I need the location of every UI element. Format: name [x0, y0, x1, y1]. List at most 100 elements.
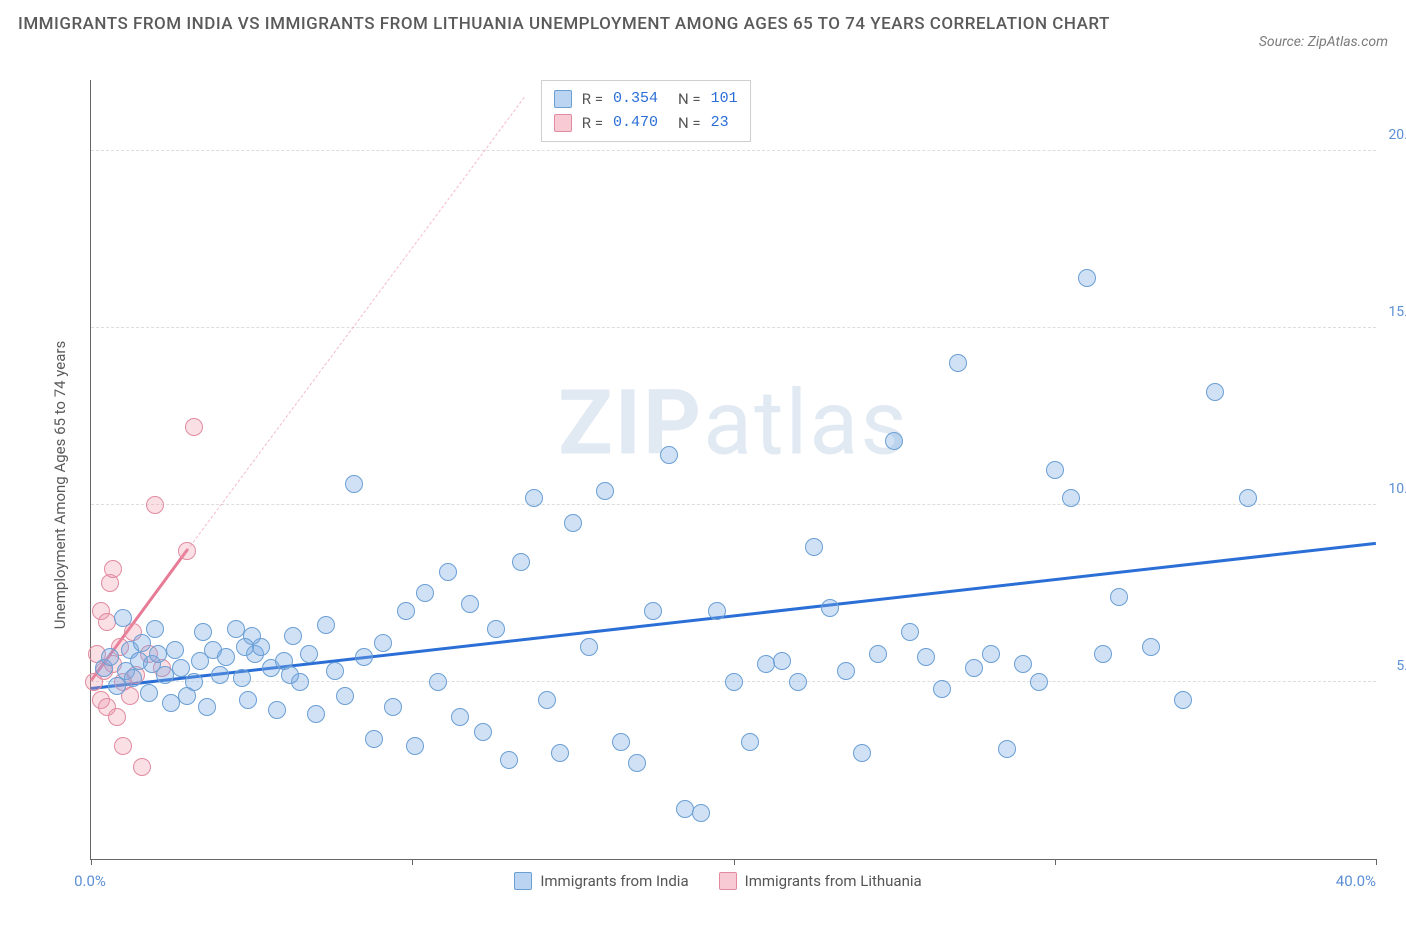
data-point: [439, 563, 457, 581]
data-point: [146, 496, 164, 514]
data-point: [355, 648, 373, 666]
watermark: ZIPatlas: [558, 370, 909, 475]
chart-area: Unemployment Among Ages 65 to 74 years Z…: [60, 80, 1376, 890]
data-point: [317, 616, 335, 634]
n-value: 23: [711, 111, 729, 135]
header: IMMIGRANTS FROM INDIA VS IMMIGRANTS FROM…: [18, 12, 1388, 50]
data-point: [461, 595, 479, 613]
legend-label: Immigrants from Lithuania: [745, 872, 922, 890]
data-point: [1239, 489, 1257, 507]
data-point: [345, 475, 363, 493]
data-point: [1110, 588, 1128, 606]
data-point: [692, 804, 710, 822]
data-point: [365, 730, 383, 748]
data-point: [233, 669, 251, 687]
y-tick-label: 5.0%: [1382, 658, 1406, 674]
data-point: [1030, 673, 1048, 691]
x-tick-mark: [1055, 859, 1056, 865]
data-point: [551, 744, 569, 762]
plot-region: ZIPatlas R =0.354N =101R =0.470N = 23 5.…: [90, 80, 1376, 860]
legend-label: Immigrants from India: [540, 872, 688, 890]
data-point: [374, 634, 392, 652]
data-point: [114, 609, 132, 627]
data-point: [580, 638, 598, 656]
source-label: Source: ZipAtlas.com: [1259, 34, 1388, 50]
data-point: [982, 645, 1000, 663]
data-point: [336, 687, 354, 705]
legend-swatch: [554, 90, 572, 108]
data-point: [397, 602, 415, 620]
data-point: [1078, 269, 1096, 287]
data-point: [596, 482, 614, 500]
data-point: [1094, 645, 1112, 663]
data-point: [500, 751, 518, 769]
r-label: R =: [582, 111, 603, 135]
data-point: [885, 432, 903, 450]
data-point: [741, 733, 759, 751]
data-point: [1206, 383, 1224, 401]
data-point: [789, 673, 807, 691]
data-point: [104, 560, 122, 578]
chart-title: IMMIGRANTS FROM INDIA VS IMMIGRANTS FROM…: [18, 12, 1110, 38]
data-point: [538, 691, 556, 709]
x-tick-mark: [734, 859, 735, 865]
series-legend: Immigrants from India Immigrants from Lit…: [60, 872, 1376, 890]
n-value: 101: [711, 87, 738, 111]
data-point: [628, 754, 646, 772]
x-tick-mark: [91, 859, 92, 865]
data-point: [217, 648, 235, 666]
data-point: [821, 599, 839, 617]
legend-swatch: [514, 872, 532, 890]
stats-legend: R = 0.354 N = 101R =0.470N = 23: [541, 80, 751, 142]
data-point: [512, 553, 530, 571]
data-point: [284, 627, 302, 645]
x-tick-mark: [412, 859, 413, 865]
data-point: [837, 662, 855, 680]
data-point: [525, 489, 543, 507]
data-point: [300, 645, 318, 663]
x-tick-mark: [1376, 859, 1377, 865]
data-point: [146, 620, 164, 638]
data-point: [239, 691, 257, 709]
data-point: [108, 708, 126, 726]
data-point: [949, 354, 967, 372]
y-axis-title: Unemployment Among Ages 65 to 74 years: [51, 341, 69, 629]
data-point: [965, 659, 983, 677]
watermark-bold: ZIP: [558, 370, 703, 475]
data-point: [676, 800, 694, 818]
data-point: [101, 648, 119, 666]
stats-legend-row: R =0.470N = 23: [554, 111, 738, 135]
data-point: [725, 673, 743, 691]
n-label: N =: [678, 87, 701, 111]
watermark-rest: atlas: [703, 370, 909, 475]
legend-item: Immigrants from India: [514, 872, 688, 890]
data-point: [933, 680, 951, 698]
data-point: [384, 698, 402, 716]
data-point: [416, 584, 434, 602]
r-label: R =: [582, 87, 603, 111]
data-point: [133, 634, 151, 652]
data-point: [901, 623, 919, 641]
data-point: [474, 723, 492, 741]
data-point: [773, 652, 791, 670]
data-point: [1046, 461, 1064, 479]
data-point: [185, 418, 203, 436]
data-point: [1174, 691, 1192, 709]
data-point: [178, 542, 196, 560]
data-point: [194, 623, 212, 641]
data-point: [198, 698, 216, 716]
gridline: [91, 327, 1376, 328]
y-tick-label: 15.0%: [1382, 304, 1406, 320]
gridline: [91, 504, 1376, 505]
data-point: [406, 737, 424, 755]
data-point: [114, 737, 132, 755]
r-value: 0.354: [613, 87, 658, 111]
data-point: [708, 602, 726, 620]
data-point: [451, 708, 469, 726]
data-point: [236, 638, 254, 656]
data-point: [612, 733, 630, 751]
legend-swatch: [719, 872, 737, 890]
data-point: [140, 684, 158, 702]
data-point: [429, 673, 447, 691]
data-point: [185, 673, 203, 691]
